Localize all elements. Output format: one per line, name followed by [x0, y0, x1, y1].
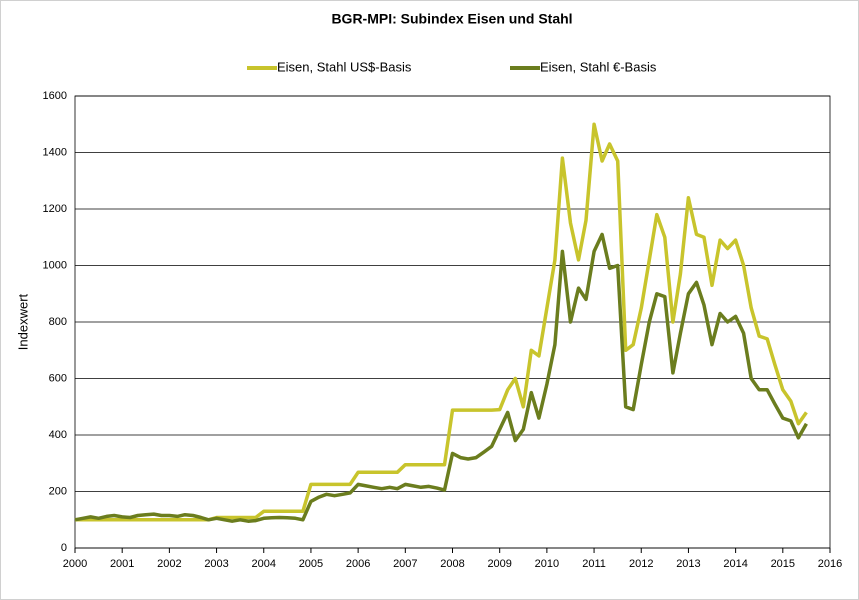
x-tick-label: 2000 — [63, 558, 87, 570]
x-tick-label: 2011 — [582, 558, 606, 570]
y-axis-label: Indexwert — [15, 293, 30, 350]
x-tick-label: 2006 — [346, 558, 370, 570]
y-tick-label: 1400 — [43, 146, 67, 158]
y-tick-label: 400 — [49, 429, 67, 441]
data-line — [74, 232, 808, 523]
x-tick-label: 2016 — [818, 558, 842, 570]
y-tick-label: 800 — [49, 316, 67, 328]
y-tick-label: 200 — [49, 485, 67, 497]
x-tick-label: 2001 — [110, 558, 134, 570]
x-tick-label: 2002 — [157, 558, 181, 570]
legend-label: Eisen, Stahl €-Basis — [540, 59, 657, 74]
x-tick-label: 2003 — [204, 558, 228, 570]
x-tick-label: 2007 — [393, 558, 417, 570]
plot-border — [74, 95, 831, 549]
y-tick-label: 1200 — [43, 203, 67, 215]
x-tick-label: 2004 — [252, 558, 276, 570]
y-tick-label: 0 — [61, 542, 67, 554]
x-tick-label: 2010 — [535, 558, 559, 570]
x-tick-label: 2013 — [676, 558, 700, 570]
x-tick-label: 2005 — [299, 558, 323, 570]
x-tick-label: 2014 — [723, 558, 747, 570]
y-tick-label: 1600 — [43, 90, 67, 102]
x-tick-label: 2008 — [440, 558, 464, 570]
y-tick-label: 600 — [49, 372, 67, 384]
x-tick-label: 2009 — [487, 558, 511, 570]
legend-label: Eisen, Stahl US$-Basis — [277, 59, 412, 74]
x-tick-label: 2012 — [629, 558, 653, 570]
chart-title: BGR-MPI: Subindex Eisen und Stahl — [331, 11, 572, 27]
y-tick-label: 1000 — [43, 259, 67, 271]
x-tick-label: 2015 — [771, 558, 795, 570]
data-line — [75, 122, 808, 522]
